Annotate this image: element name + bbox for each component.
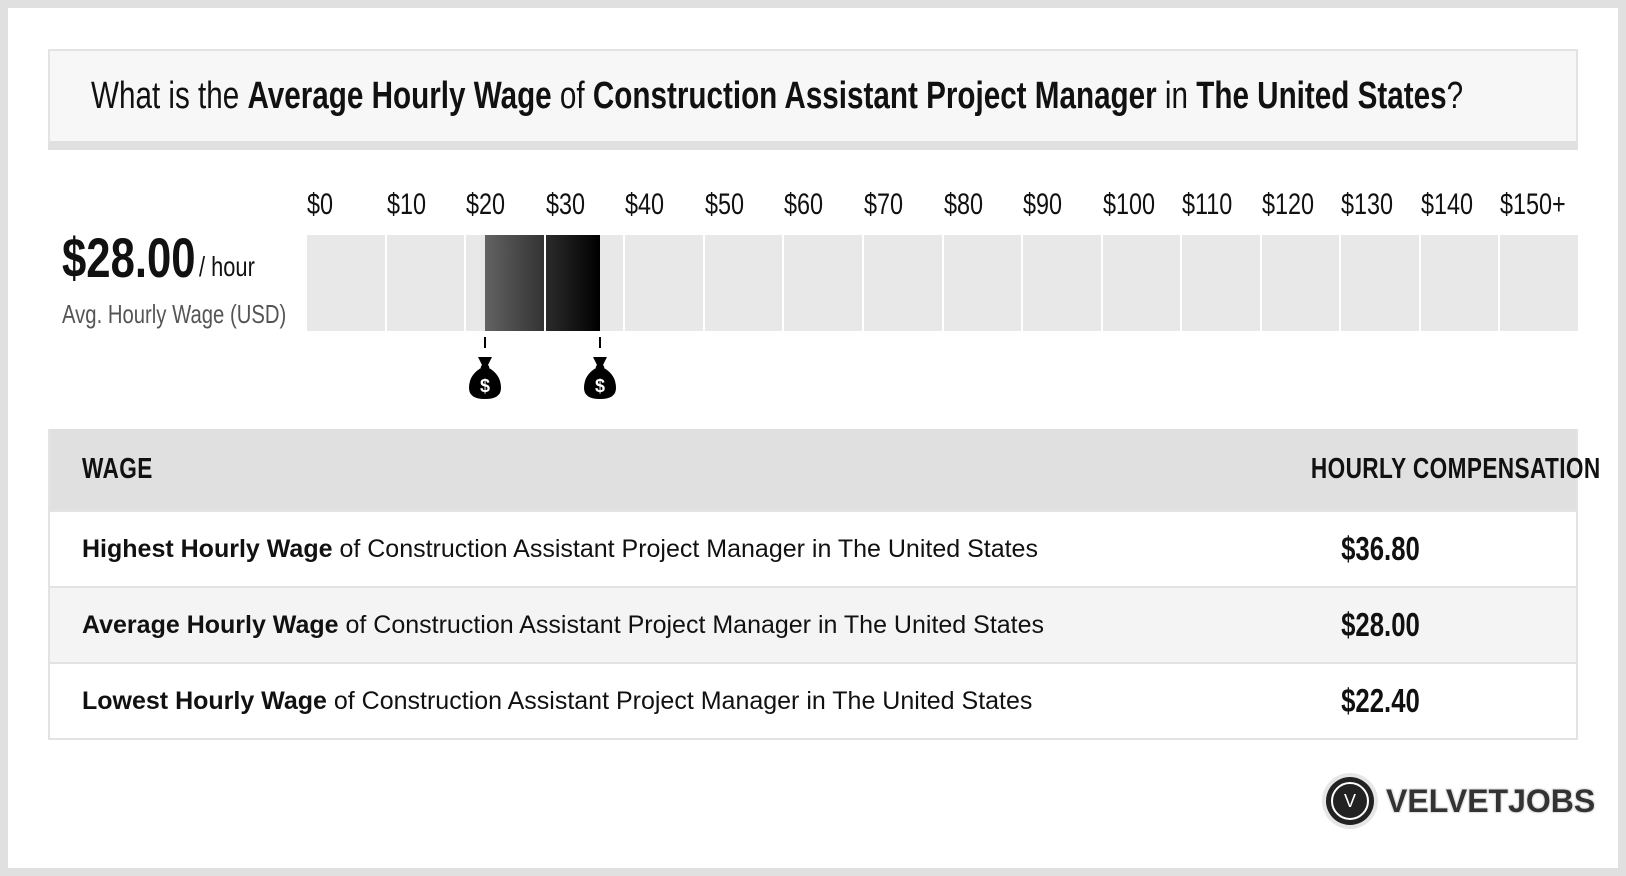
title-prefix: What is the bbox=[91, 75, 248, 117]
scale-cell bbox=[307, 235, 385, 331]
highest-wage-marker: $ bbox=[580, 337, 620, 407]
scale-cell bbox=[1102, 235, 1181, 331]
velvetjobs-logo[interactable]: V VELVETJOBS bbox=[1322, 773, 1595, 829]
axis-tick-label: $60 bbox=[784, 188, 824, 221]
row-description: Average Hourly Wage of Construction Assi… bbox=[82, 611, 1045, 639]
scale-cell bbox=[1341, 235, 1419, 331]
title-location: The United States bbox=[1196, 75, 1447, 117]
axis-tick-label: $100 bbox=[1102, 188, 1155, 221]
title-job: Construction Assistant Project Manager bbox=[592, 75, 1157, 117]
axis-tick-label: $0 bbox=[307, 188, 334, 221]
axis-tick-label: $20 bbox=[466, 188, 506, 221]
scale-cell bbox=[1261, 235, 1340, 331]
logo-wordmark: VELVETJOBS bbox=[1386, 782, 1596, 819]
axis-tick-label: $140 bbox=[1420, 188, 1473, 221]
page-title: What is the Average Hourly Wage of Const… bbox=[91, 73, 1626, 119]
scale-cell bbox=[386, 235, 465, 331]
axis-tick-label: $80 bbox=[943, 188, 983, 221]
row-description: Lowest Hourly Wage of Construction Assis… bbox=[82, 687, 1033, 715]
scale-cell bbox=[1182, 235, 1260, 331]
scale-cell bbox=[863, 235, 942, 331]
average-wage-unit: / hour bbox=[199, 251, 255, 282]
range-low-to-average bbox=[485, 235, 544, 331]
scale-cell bbox=[704, 235, 783, 331]
average-wage-label: Avg. Hourly Wage (USD) bbox=[62, 299, 287, 329]
scale-cell bbox=[1023, 235, 1101, 331]
row-value: $22.40 bbox=[1340, 682, 1420, 719]
range-average-to-high bbox=[545, 235, 600, 331]
svg-text:$: $ bbox=[595, 376, 605, 396]
scale-cell bbox=[625, 235, 703, 331]
wage-scale-bar bbox=[307, 235, 1578, 331]
axis-tick-label: $70 bbox=[863, 188, 903, 221]
scale-cell bbox=[1500, 235, 1578, 331]
axis-tick-label: $130 bbox=[1341, 188, 1394, 221]
money-bag-icon: $ bbox=[469, 357, 502, 399]
title-box: What is the Average Hourly Wage of Const… bbox=[48, 49, 1578, 150]
scale-cell bbox=[1420, 235, 1499, 331]
marker-stem bbox=[598, 337, 601, 348]
axis-tick-label: $120 bbox=[1261, 188, 1314, 221]
average-wage-value: $28.00 bbox=[62, 226, 196, 289]
title-suffix: ? bbox=[1446, 75, 1464, 117]
table-row: Average Hourly Wage of Construction Assi… bbox=[50, 586, 1576, 662]
axis-tick-label: $30 bbox=[545, 188, 585, 221]
table-row: Lowest Hourly Wage of Construction Assis… bbox=[50, 662, 1576, 738]
axis-tick-label: $110 bbox=[1182, 188, 1233, 221]
svg-text:$: $ bbox=[480, 376, 490, 396]
title-in: in bbox=[1156, 75, 1197, 117]
row-value: $36.80 bbox=[1340, 530, 1420, 567]
money-bag-icon: $ bbox=[583, 357, 616, 399]
axis-tick-label: $150+ bbox=[1500, 188, 1567, 221]
scale-cell bbox=[943, 235, 1022, 331]
scale-cell bbox=[784, 235, 862, 331]
marker-stem bbox=[484, 337, 487, 348]
axis-tick-label: $40 bbox=[625, 188, 665, 221]
table-row: Highest Hourly Wage of Construction Assi… bbox=[50, 510, 1576, 586]
axis-tick-label: $10 bbox=[386, 188, 426, 221]
wage-table: WAGE HOURLY COMPENSATION Highest Hourly … bbox=[48, 429, 1601, 740]
axis-tick-label: $50 bbox=[704, 188, 744, 221]
title-metric: Average Hourly Wage bbox=[247, 75, 552, 117]
lowest-wage-marker: $ bbox=[465, 337, 505, 407]
row-value: $28.00 bbox=[1340, 606, 1420, 643]
axis-tick-label: $90 bbox=[1023, 188, 1063, 221]
row-description: Highest Hourly Wage of Construction Assi… bbox=[82, 535, 1038, 563]
column-header-hourly-compensation: HOURLY COMPENSATION bbox=[1310, 453, 1601, 485]
title-of: of bbox=[551, 75, 593, 117]
logo-badge-icon: V bbox=[1322, 773, 1378, 829]
table-header: WAGE HOURLY COMPENSATION bbox=[50, 429, 1601, 510]
axis-labels: $0 $10 $20 $30 $40 $50 $60 $70 $80 $90 $100 $110 $12… bbox=[307, 188, 1578, 222]
column-header-wage: WAGE bbox=[82, 453, 153, 485]
